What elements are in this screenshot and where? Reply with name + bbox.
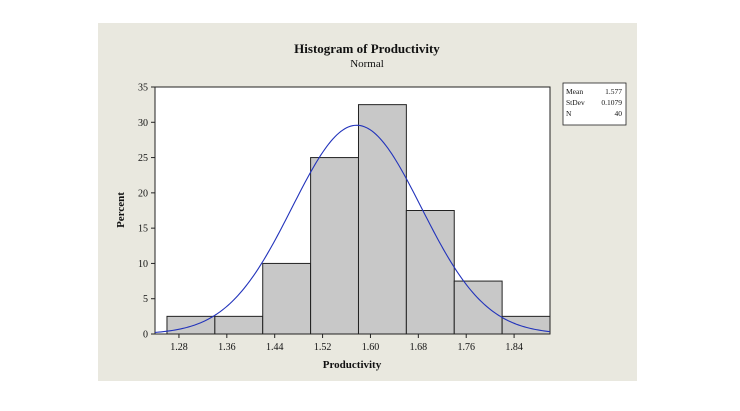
x-axis-ticks: 1.28 1.36 1.44 1.52 1.60 1.68 1.76 1.84	[170, 334, 523, 353]
stats-legend: Mean 1.577 StDev 0.1079 N 40	[566, 87, 622, 118]
y-tick-label: 20	[138, 188, 148, 199]
y-axis-label: Percent	[115, 192, 127, 228]
stat-label: N	[566, 109, 572, 118]
stats-legend-box	[562, 82, 627, 126]
x-tick-label: 1.44	[266, 342, 284, 353]
y-axis-ticks: 0 5 10 15 20 25 30 35	[138, 83, 155, 341]
y-tick-label: 25	[138, 153, 148, 164]
x-tick-label: 1.36	[218, 342, 236, 353]
histogram-bar	[214, 315, 264, 335]
x-tick-label: 1.28	[170, 342, 188, 353]
histogram-bar	[310, 157, 359, 335]
x-axis-label: Productivity	[323, 359, 382, 371]
y-tick-label: 5	[143, 294, 148, 305]
histogram-bar	[453, 280, 503, 335]
histogram-bars	[166, 104, 551, 335]
stat-value: 40	[615, 109, 623, 118]
x-tick-label: 1.76	[457, 342, 475, 353]
y-tick-label: 35	[138, 83, 148, 94]
x-tick-label: 1.52	[314, 342, 332, 353]
y-tick-label: 0	[143, 330, 148, 341]
histogram-bar	[262, 262, 312, 335]
x-tick-label: 1.60	[362, 342, 380, 353]
histogram-bar	[501, 315, 551, 335]
chart-subtitle: Normal	[350, 58, 384, 70]
x-tick-label: 1.84	[505, 342, 523, 353]
stat-label: Mean	[566, 87, 583, 96]
stat-value: 1.577	[605, 87, 622, 96]
stat-value: 0.1079	[601, 98, 622, 107]
stat-label: StDev	[566, 98, 585, 107]
normal-fit-curve	[154, 124, 551, 333]
histogram-bar	[405, 210, 455, 335]
y-tick-label: 30	[138, 118, 148, 129]
y-tick-label: 15	[138, 224, 148, 235]
chart-title: Histogram of Productivity	[294, 41, 440, 56]
x-tick-label: 1.68	[410, 342, 428, 353]
histogram-bar	[357, 104, 407, 335]
y-tick-label: 10	[138, 259, 148, 270]
